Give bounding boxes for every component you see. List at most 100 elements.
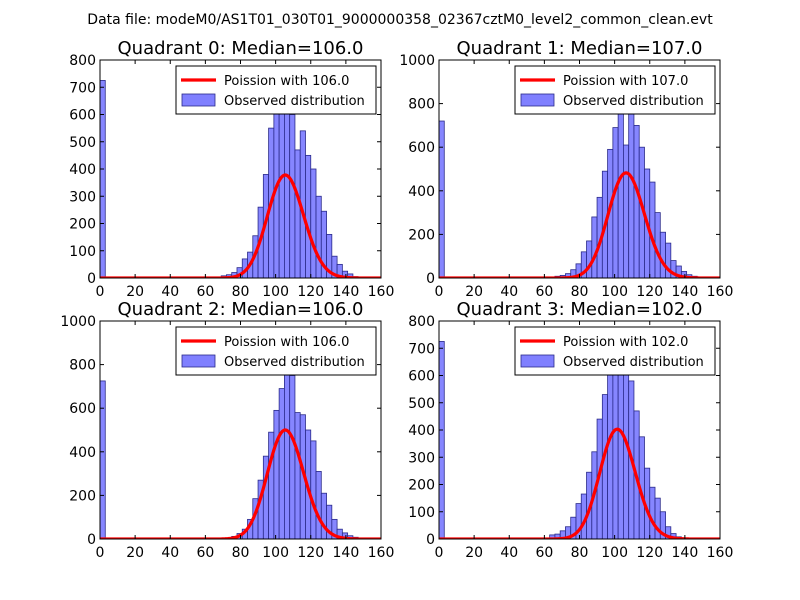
legend-label-poisson: Poission with 102.0 [563, 335, 688, 350]
y-tick-label: 500 [69, 135, 96, 151]
y-tick-label: 0 [87, 271, 96, 287]
y-tick-label: 400 [69, 445, 96, 461]
x-tick-label: 0 [96, 284, 105, 300]
x-tick-label: 120 [297, 284, 324, 300]
histogram-bar [284, 346, 291, 539]
legend-label-poisson: Poission with 106.0 [224, 335, 349, 350]
x-tick-label: 80 [571, 284, 589, 300]
histogram-bar [439, 120, 445, 278]
x-tick-label: 40 [500, 545, 518, 561]
x-tick-label: 160 [368, 284, 395, 300]
x-tick-label: 140 [672, 284, 699, 300]
poisson-curve [100, 428, 381, 539]
histogram-bar [607, 369, 614, 539]
histogram-bar [289, 114, 296, 278]
y-tick-label: 800 [69, 358, 96, 374]
histogram-bar [617, 107, 624, 278]
histogram-bar [601, 394, 608, 539]
legend-label-observed: Observed distribution [563, 94, 704, 109]
x-tick-label: 60 [535, 284, 553, 300]
x-tick-label: 0 [96, 545, 105, 561]
legend-bar-marker [520, 354, 555, 368]
histogram-bar [273, 409, 280, 539]
quadrant-0-title: Quadrant 0: Median=106.0 [118, 38, 364, 59]
y-tick-label: 100 [408, 505, 435, 521]
x-tick-label: 20 [126, 545, 144, 561]
x-tick-label: 60 [535, 545, 553, 561]
histogram-bar [612, 127, 619, 278]
legend-bar-marker [520, 93, 555, 107]
quadrant-2-title: Quadrant 2: Median=106.0 [118, 299, 364, 320]
histogram-bar [100, 80, 106, 278]
quadrant-2-legend: Poission with 106.0 Observed distribution [175, 326, 377, 376]
histogram-bar [315, 471, 322, 539]
figure-title: Data file: modeM0/AS1T01_030T01_90000003… [87, 12, 713, 28]
x-tick-label: 40 [161, 284, 179, 300]
x-tick-label: 160 [707, 284, 734, 300]
histogram-bar [633, 125, 640, 278]
y-tick-label: 0 [87, 532, 96, 548]
x-tick-label: 160 [368, 545, 395, 561]
poisson-curve [100, 173, 381, 278]
y-tick-label: 600 [408, 140, 435, 156]
x-tick-label: 120 [636, 284, 663, 300]
y-tick-label: 800 [408, 97, 435, 113]
histogram-bar [284, 101, 291, 278]
y-tick-label: 0 [426, 271, 435, 287]
x-tick-label: 160 [707, 545, 734, 561]
x-tick-label: 100 [601, 545, 628, 561]
y-tick-label: 600 [69, 108, 96, 124]
histogram-bar [305, 154, 312, 278]
histogram-bar [294, 149, 301, 278]
quadrant-1-plot-area [439, 105, 720, 278]
x-tick-label: 120 [636, 545, 663, 561]
quadrant-3-legend: Poission with 102.0 Observed distribution [514, 326, 716, 376]
x-tick-label: 140 [672, 545, 699, 561]
histogram-bar [320, 492, 327, 539]
histogram-bar [278, 388, 285, 539]
quadrant-2-plot-area [100, 346, 381, 539]
histogram-bar [310, 440, 317, 539]
histogram-bar [289, 375, 296, 539]
histogram-bar [612, 347, 619, 539]
y-tick-label: 100 [69, 244, 96, 260]
y-tick-label: 500 [408, 396, 435, 412]
x-tick-label: 80 [571, 545, 589, 561]
y-tick-label: 400 [408, 423, 435, 439]
histogram-bar [586, 240, 593, 278]
legend-label-observed: Observed distribution [224, 355, 365, 370]
poisson-curve [439, 427, 720, 539]
quadrant-0-legend: Poission with 106.0 Observed distribution [175, 65, 377, 115]
x-tick-label: 60 [196, 284, 214, 300]
y-tick-label: 300 [69, 189, 96, 205]
y-tick-label: 400 [408, 184, 435, 200]
histogram-bar [591, 216, 598, 278]
poisson-curve [439, 171, 720, 278]
x-tick-label: 40 [161, 545, 179, 561]
histogram-bar [315, 195, 322, 278]
histogram-bar [294, 412, 301, 539]
quadrant-1-title: Quadrant 1: Median=107.0 [457, 38, 703, 59]
y-tick-label: 200 [69, 488, 96, 504]
x-tick-label: 120 [297, 545, 324, 561]
y-tick-label: 300 [408, 450, 435, 466]
legend-label-observed: Observed distribution [224, 94, 365, 109]
histogram-bar [439, 341, 445, 539]
x-tick-label: 100 [262, 284, 289, 300]
x-tick-label: 80 [232, 284, 250, 300]
x-tick-label: 20 [126, 284, 144, 300]
x-tick-label: 0 [435, 545, 444, 561]
legend-label-observed: Observed distribution [563, 355, 704, 370]
x-tick-label: 20 [465, 545, 483, 561]
y-tick-label: 200 [408, 478, 435, 494]
y-tick-label: 200 [69, 217, 96, 233]
x-tick-label: 0 [435, 284, 444, 300]
legend-bar-marker [181, 354, 216, 368]
histogram-bar [659, 511, 666, 539]
x-tick-label: 40 [500, 284, 518, 300]
y-tick-label: 800 [408, 314, 435, 330]
y-tick-label: 700 [408, 341, 435, 357]
quadrant-3-title: Quadrant 3: Median=102.0 [457, 299, 703, 320]
quadrant-2-panel: Quadrant 2: Median=106.0 0 20 40 60 80 100 120 1… [60, 299, 394, 561]
